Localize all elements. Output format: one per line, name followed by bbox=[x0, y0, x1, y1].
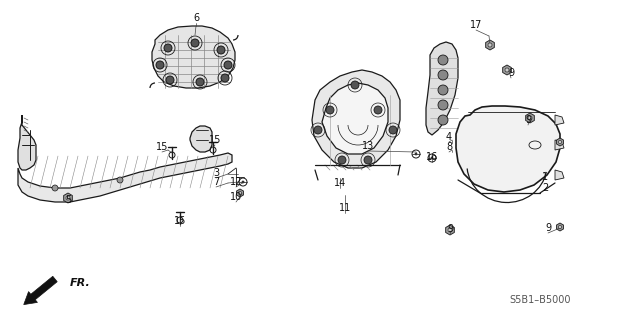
Circle shape bbox=[117, 177, 123, 183]
Circle shape bbox=[166, 76, 174, 84]
Polygon shape bbox=[557, 223, 563, 231]
Polygon shape bbox=[152, 26, 235, 88]
Circle shape bbox=[374, 106, 382, 114]
Text: 7: 7 bbox=[213, 177, 219, 187]
Circle shape bbox=[448, 228, 452, 232]
Text: 9: 9 bbox=[545, 223, 551, 233]
Text: 15: 15 bbox=[209, 135, 221, 145]
Circle shape bbox=[196, 78, 204, 86]
Circle shape bbox=[364, 156, 372, 164]
Circle shape bbox=[239, 191, 242, 195]
Polygon shape bbox=[63, 193, 72, 203]
Circle shape bbox=[438, 70, 448, 80]
Text: 4: 4 bbox=[446, 132, 452, 142]
Polygon shape bbox=[555, 140, 564, 150]
Circle shape bbox=[156, 61, 164, 69]
Text: 15: 15 bbox=[156, 142, 168, 152]
Text: 5: 5 bbox=[65, 195, 71, 205]
Text: 12: 12 bbox=[230, 177, 242, 187]
Polygon shape bbox=[525, 113, 534, 123]
Circle shape bbox=[191, 39, 199, 47]
Text: 8: 8 bbox=[446, 142, 452, 152]
Polygon shape bbox=[426, 42, 458, 135]
Text: 15: 15 bbox=[174, 216, 186, 226]
Polygon shape bbox=[190, 126, 212, 152]
Text: 16: 16 bbox=[426, 152, 438, 162]
Circle shape bbox=[431, 157, 433, 160]
Text: 13: 13 bbox=[362, 141, 374, 151]
Circle shape bbox=[338, 156, 346, 164]
Circle shape bbox=[415, 152, 417, 155]
Circle shape bbox=[224, 61, 232, 69]
Circle shape bbox=[52, 185, 58, 191]
Circle shape bbox=[389, 126, 397, 134]
Polygon shape bbox=[18, 153, 232, 202]
Circle shape bbox=[221, 74, 229, 82]
Polygon shape bbox=[18, 115, 36, 170]
Circle shape bbox=[438, 85, 448, 95]
Text: S5B1–B5000: S5B1–B5000 bbox=[509, 295, 571, 305]
Circle shape bbox=[528, 116, 532, 120]
Text: 6: 6 bbox=[193, 13, 199, 23]
Polygon shape bbox=[555, 170, 564, 180]
Circle shape bbox=[558, 226, 562, 229]
Circle shape bbox=[351, 81, 359, 89]
Polygon shape bbox=[445, 225, 454, 235]
Text: 2: 2 bbox=[542, 183, 548, 193]
Circle shape bbox=[314, 126, 322, 134]
Text: 9: 9 bbox=[525, 115, 531, 125]
Polygon shape bbox=[237, 189, 243, 197]
Polygon shape bbox=[555, 115, 564, 125]
Polygon shape bbox=[557, 138, 563, 146]
Text: 9: 9 bbox=[447, 224, 453, 234]
Circle shape bbox=[558, 140, 562, 144]
Circle shape bbox=[438, 55, 448, 65]
Text: 11: 11 bbox=[339, 203, 351, 213]
Circle shape bbox=[217, 46, 225, 54]
Circle shape bbox=[438, 100, 448, 110]
Polygon shape bbox=[312, 70, 400, 168]
Circle shape bbox=[488, 43, 492, 47]
Text: 10: 10 bbox=[230, 192, 242, 202]
Text: 17: 17 bbox=[470, 20, 482, 30]
Circle shape bbox=[66, 196, 70, 200]
Circle shape bbox=[326, 106, 334, 114]
Text: 14: 14 bbox=[334, 178, 346, 188]
Polygon shape bbox=[486, 40, 494, 50]
Text: 9: 9 bbox=[508, 68, 514, 78]
Circle shape bbox=[505, 68, 509, 72]
Polygon shape bbox=[322, 83, 388, 154]
Polygon shape bbox=[502, 65, 511, 75]
Text: FR.: FR. bbox=[70, 278, 91, 288]
Circle shape bbox=[242, 181, 244, 183]
Polygon shape bbox=[456, 106, 560, 192]
Circle shape bbox=[164, 44, 172, 52]
Circle shape bbox=[438, 115, 448, 125]
Text: 1: 1 bbox=[542, 172, 548, 182]
Text: 3: 3 bbox=[213, 168, 219, 178]
FancyArrow shape bbox=[24, 276, 57, 305]
